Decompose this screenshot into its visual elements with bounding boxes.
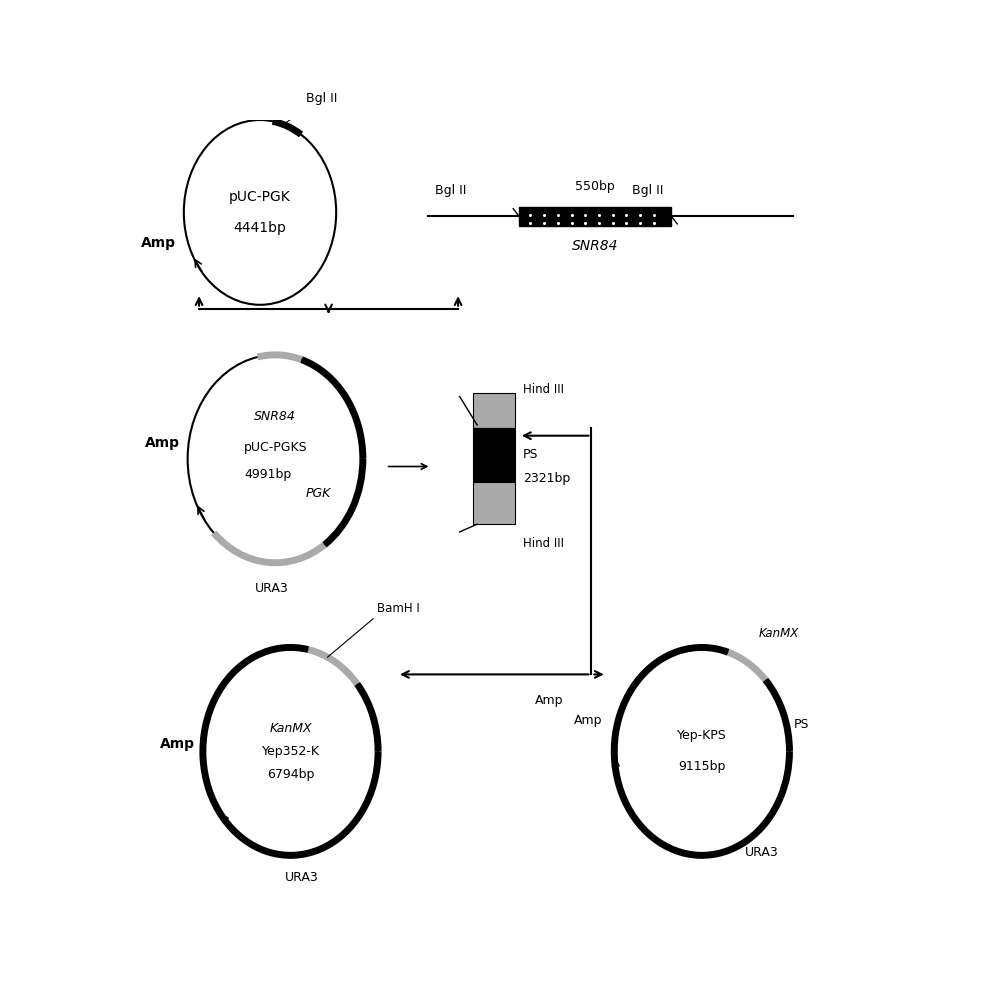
Text: Amp: Amp [574,714,603,727]
Text: KanMX: KanMX [269,722,312,735]
Text: URA3: URA3 [285,871,318,884]
Text: PGK: PGK [306,487,331,500]
Text: pUC-PGKS: pUC-PGKS [244,441,307,454]
Text: Amp: Amp [160,737,196,751]
Text: 2321bp: 2321bp [523,472,570,485]
Bar [474,482,515,524]
Text: pUC-PGK: pUC-PGK [229,190,291,204]
Text: KanMX: KanMX [758,627,798,640]
Text: PS: PS [794,718,810,731]
Text: BamH I: BamH I [377,602,420,615]
Text: URA3: URA3 [745,846,779,859]
Bar [474,393,515,428]
Text: Amp: Amp [142,236,176,250]
Text: Amp: Amp [536,694,563,707]
Text: Yep-KPS: Yep-KPS [677,730,726,742]
Text: PS: PS [523,448,539,461]
Text: 4441bp: 4441bp [234,221,286,235]
Text: Hind III: Hind III [523,537,564,550]
Bar [474,428,515,482]
Text: Bgl II: Bgl II [435,184,467,197]
Text: 6794bp: 6794bp [266,768,315,781]
Text: SNR84: SNR84 [255,410,296,423]
Text: Yep352-K: Yep352-K [261,745,319,758]
Bar [519,207,671,226]
Text: 550bp: 550bp [575,180,615,193]
Text: 9115bp: 9115bp [678,760,725,773]
Text: 4991bp: 4991bp [244,468,291,481]
Text: SNR84: SNR84 [572,239,618,253]
Text: Bgl II: Bgl II [307,92,338,105]
Text: Amp: Amp [145,436,180,450]
Text: Hind III: Hind III [523,383,564,396]
Text: Bgl II: Bgl II [632,184,664,197]
Text: URA3: URA3 [256,582,289,595]
